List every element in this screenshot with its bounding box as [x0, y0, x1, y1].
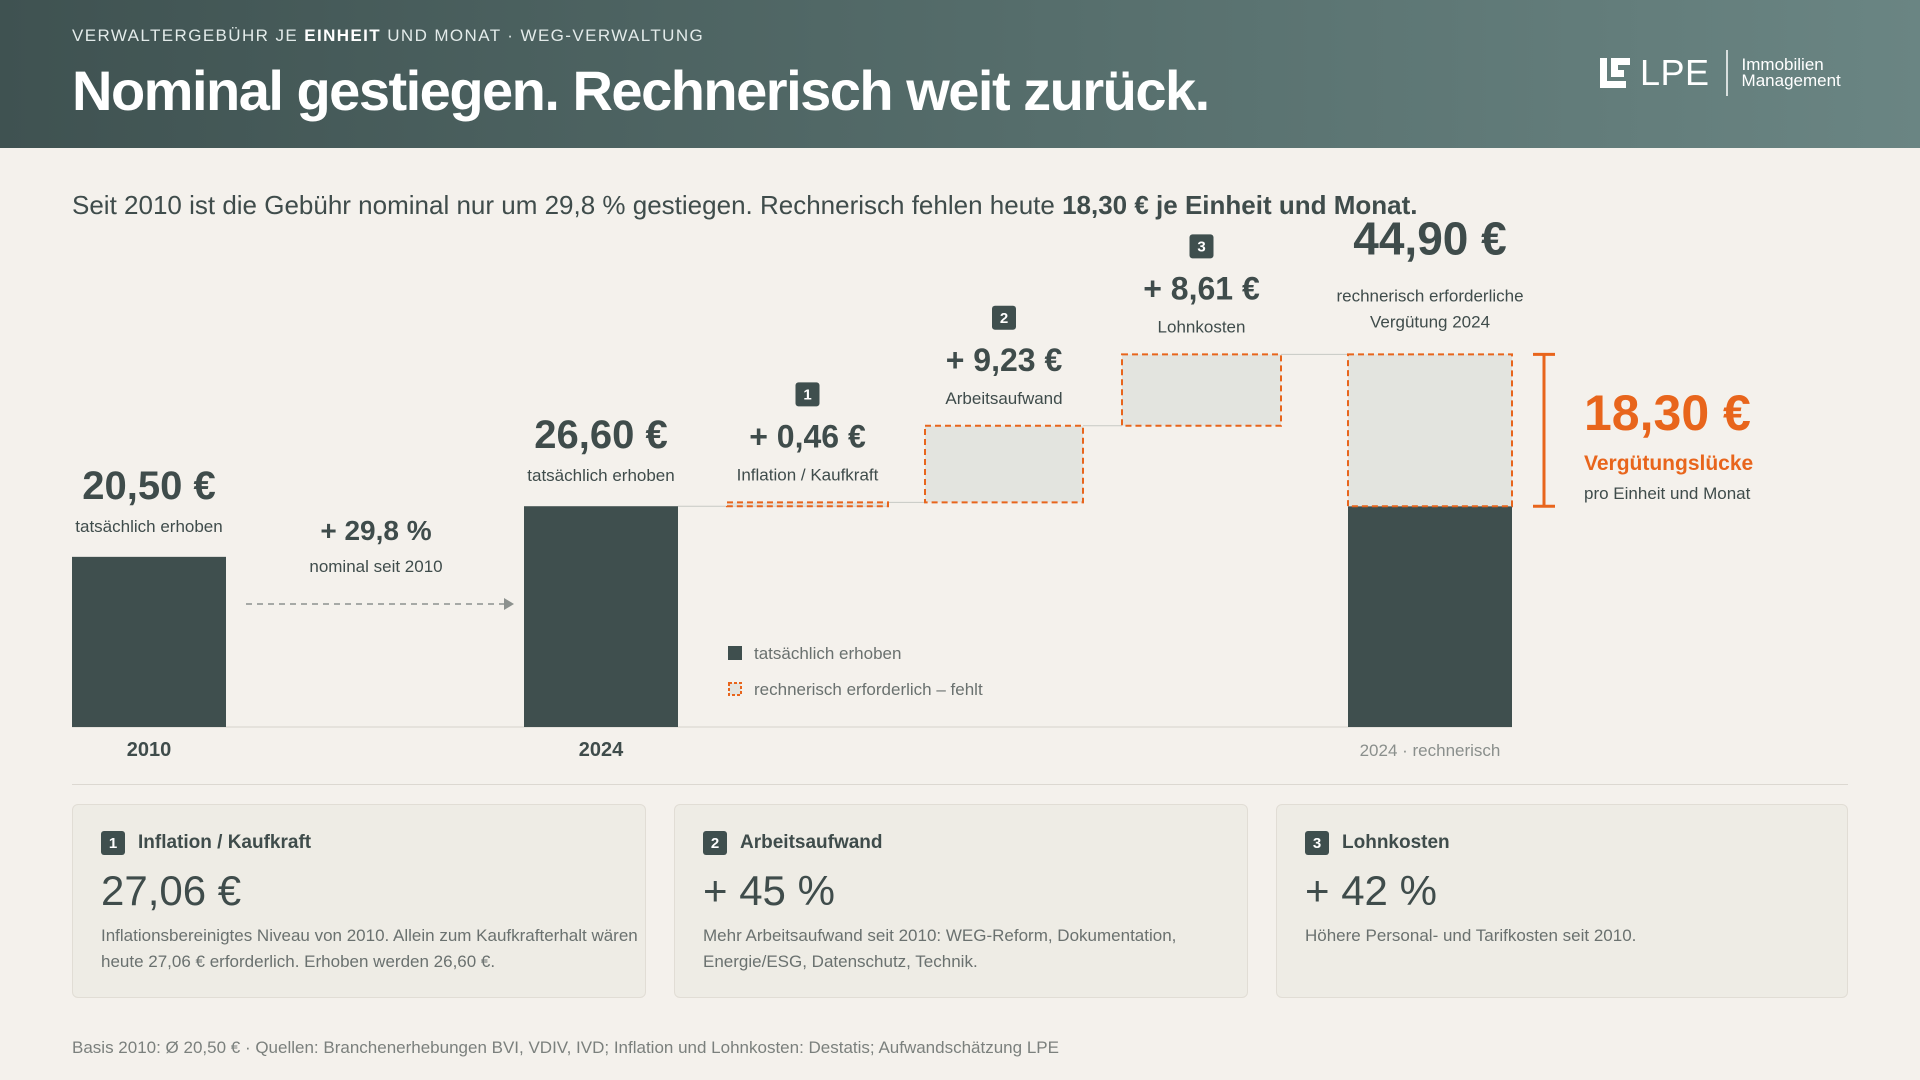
bar-step2-value: + 9,23 €: [946, 342, 1063, 378]
lpe-logo-icon: [1600, 58, 1630, 88]
growth-caption: nominal seit 2010: [309, 557, 442, 576]
footnote: Basis 2010: Ø 20,50 € · Quellen: Branche…: [72, 1038, 1059, 1057]
card-title: Inflation / Kaufkraft: [138, 832, 312, 853]
legend-swatch-actual: [728, 646, 742, 660]
card-text: Mehr Arbeitsaufwand seit 2010: WEG-Refor…: [703, 926, 1177, 971]
card-value: + 45 %: [703, 867, 835, 914]
bar-step2-caption: Arbeitsaufwand: [945, 389, 1062, 408]
x-tick-2024: 2024: [579, 739, 624, 761]
bar-step3-badge-number: 3: [1197, 238, 1205, 255]
legend-label-actual: tatsächlich erhoben: [754, 644, 901, 663]
logo-divider: [1725, 50, 1728, 96]
x-tick-2010: 2010: [127, 739, 172, 761]
bar-total-value: 44,90 €: [1353, 212, 1506, 264]
bar-step2-badge-number: 2: [1000, 310, 1008, 327]
bar-step1-badge-number: 1: [803, 386, 811, 403]
gap-title: Vergütungslücke: [1584, 452, 1753, 475]
card-value: 27,06 €: [101, 867, 242, 914]
bar-2010: [72, 556, 226, 727]
legend-swatch-missing: [728, 682, 742, 696]
card-text: Höhere Personal- und Tarifkosten seit 20…: [1305, 926, 1637, 945]
card-title: Arbeitsaufwand: [740, 832, 883, 853]
header: VERWALTERGEBÜHR JE EINHEIT UND MONAT · W…: [0, 0, 1920, 148]
bar-step3-value: + 8,61 €: [1143, 270, 1260, 306]
card-badge: 3: [1305, 831, 1329, 855]
bar-step3-caption: Lohnkosten: [1158, 317, 1246, 336]
card-lohnkosten: 3 Lohnkosten + 42 % Höhere Personal- und …: [1276, 804, 1848, 998]
logo-subtitle: Immobilien Management: [1741, 55, 1841, 90]
subtitle: Seit 2010 ist die Gebühr nominal nur um …: [72, 190, 1418, 220]
growth-arrow-head: [504, 598, 514, 610]
bar-2024: [524, 506, 678, 727]
growth-label: + 29,8 %: [320, 515, 431, 546]
card-value: + 42 %: [1305, 867, 1437, 914]
bar-step2: [924, 424, 1084, 504]
bar-step1-value: + 0,46 €: [749, 418, 866, 454]
gap-caption: pro Einheit und Monat: [1584, 484, 1751, 503]
bar-step1-badge: [795, 382, 820, 407]
card-arbeitsaufwand: 2 Arbeitsaufwand + 45 % Mehr Arbeitsaufwa…: [674, 804, 1248, 998]
lpe-logo: LPE Immobilien Management: [1600, 50, 1841, 96]
waterfall-chart: 20,50 € tatsächlich erhoben 2010 26,60 € tat…: [72, 212, 1753, 761]
bar-2024-caption: tatsächlich erhoben: [527, 466, 674, 485]
bar-step2-badge: [992, 305, 1016, 330]
logo-name: LPE: [1640, 52, 1710, 93]
card-title: Lohnkosten: [1342, 832, 1450, 853]
gap-value: 18,30 €: [1584, 385, 1751, 441]
divider: [72, 784, 1848, 785]
card-inflation: 1 Inflation / Kaufkraft 27,06 € Inflation…: [72, 804, 646, 998]
legend-label-missing: rechnerisch erforderlich – fehlt: [754, 680, 983, 699]
card-text: Inflationsbereinigtes Niveau von 2010. A…: [101, 926, 638, 971]
page-title: Nominal gestiegen. Rechnerisch weit zurü…: [72, 59, 1210, 122]
bar-total-caption-2: Vergütung 2024: [1370, 312, 1490, 331]
card-badge: 2: [703, 831, 727, 855]
bar-total-missing: [1347, 353, 1513, 508]
bar-total-actual: [1348, 506, 1512, 727]
bar-2010-value: 20,50 €: [82, 464, 215, 508]
card-badge: 1: [101, 831, 125, 855]
bar-2010-caption: tatsächlich erhoben: [75, 517, 222, 536]
bar-step1: [726, 501, 889, 508]
bar-step1-caption: Inflation / Kaufkraft: [737, 465, 879, 484]
kicker: VERWALTERGEBÜHR JE EINHEIT UND MONAT · W…: [72, 26, 705, 45]
bar-total-caption-1: rechnerisch erforderliche: [1336, 286, 1523, 305]
bar-step3-badge: [1189, 234, 1214, 259]
x-tick-total: 2024 · rechnerisch: [1360, 741, 1501, 760]
bar-2024-value: 26,60 €: [534, 413, 667, 457]
bar-step3: [1121, 353, 1282, 427]
